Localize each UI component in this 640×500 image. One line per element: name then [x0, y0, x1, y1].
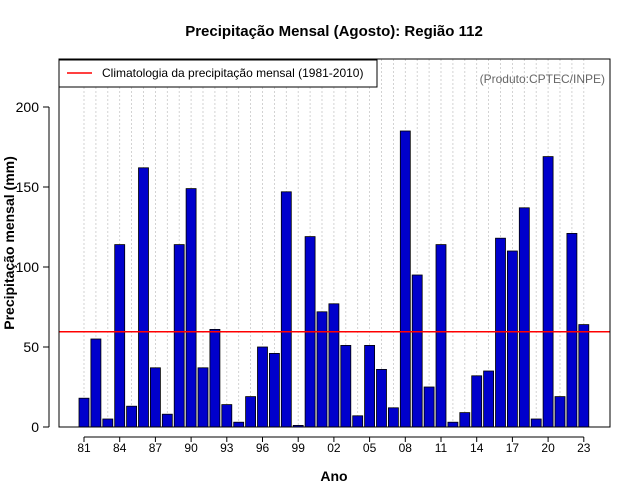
- x-tick-label: 81: [77, 441, 91, 455]
- bar-2003: [340, 344, 352, 428]
- bar-1985: [126, 405, 137, 428]
- bar-1987: [149, 367, 161, 428]
- bar-2008: [399, 130, 411, 428]
- x-tick-label: 87: [149, 441, 163, 455]
- x-tick-label: 14: [470, 441, 484, 455]
- chart-title: Precipitação Mensal (Agosto): Região 112: [185, 23, 483, 40]
- bar-1997: [268, 352, 280, 428]
- x-tick-label: 02: [327, 441, 341, 455]
- bar-2009: [411, 274, 423, 428]
- bar-2001: [316, 311, 328, 428]
- x-tick-label: 17: [506, 441, 520, 455]
- bar-2005: [364, 344, 376, 428]
- x-tick-label: 05: [363, 441, 377, 455]
- bar-1982: [90, 338, 102, 428]
- bar-2017: [506, 250, 518, 428]
- x-tick-label: 84: [113, 441, 127, 455]
- bar-2012: [447, 421, 459, 428]
- bar-2022: [566, 232, 578, 428]
- bar-2015: [483, 370, 495, 428]
- legend: Climatologia da precipitação mensal (198…: [58, 59, 378, 88]
- legend-box: [58, 59, 378, 88]
- bar-2006: [376, 368, 387, 428]
- y-tick-label: 200: [16, 99, 40, 115]
- bar-2002: [328, 303, 340, 428]
- x-axis: 81 84 87 90 93 96 99 02 05 08 11 14 17 20 23: [77, 436, 591, 455]
- bar-2010: [423, 386, 435, 428]
- bar-1992: [209, 328, 221, 428]
- bar-1989: [173, 244, 185, 428]
- bar-2018: [518, 207, 530, 428]
- plot-frame: [58, 58, 611, 428]
- bar-1996: [257, 346, 268, 428]
- bar-2013: [459, 412, 471, 428]
- bar-1994: [233, 421, 245, 428]
- x-tick-label: 20: [541, 441, 555, 455]
- bar-1993: [221, 404, 233, 428]
- x-tick-label: 93: [220, 441, 234, 455]
- bar-2014: [471, 375, 483, 428]
- x-tick-label: 23: [577, 441, 591, 455]
- bar-1983: [102, 418, 114, 428]
- bar-1981: [78, 397, 90, 428]
- y-axis-label: Precipitação mensal (mm): [1, 156, 17, 330]
- x-tick-label: 11: [435, 441, 448, 455]
- y-tick-label: 50: [23, 339, 39, 355]
- bar-2007: [387, 407, 399, 428]
- y-axis: 0 50 100 150 200: [16, 99, 50, 435]
- bar-1984: [114, 244, 126, 428]
- bar-1988: [161, 413, 173, 428]
- grid-lines: [83, 59, 585, 427]
- x-tick-label: 08: [399, 441, 413, 455]
- y-tick-label: 0: [31, 419, 39, 435]
- bar-2021: [554, 396, 566, 428]
- x-tick-label: 99: [292, 441, 306, 455]
- bar-2023: [578, 324, 590, 428]
- x-tick-label: 90: [184, 441, 198, 455]
- x-axis-label: Ano: [320, 468, 347, 484]
- bar-1986: [138, 167, 149, 428]
- y-tick-label: 150: [16, 179, 40, 195]
- bar-2020: [542, 156, 554, 428]
- bar-2004: [352, 415, 364, 428]
- source-note: (Produto:CPTEC/INPE): [480, 72, 605, 86]
- bar-2011: [435, 244, 447, 428]
- bar-1995: [245, 396, 257, 428]
- bar-1998: [280, 191, 292, 428]
- bar-2016: [495, 237, 506, 428]
- legend-climatology-label: Climatologia da precipitação mensal (198…: [102, 66, 363, 80]
- bar-2019: [530, 418, 542, 428]
- bar-1990: [185, 188, 197, 428]
- bar-1991: [197, 367, 209, 428]
- x-tick-label: 96: [256, 441, 270, 455]
- y-tick-label: 100: [16, 259, 40, 275]
